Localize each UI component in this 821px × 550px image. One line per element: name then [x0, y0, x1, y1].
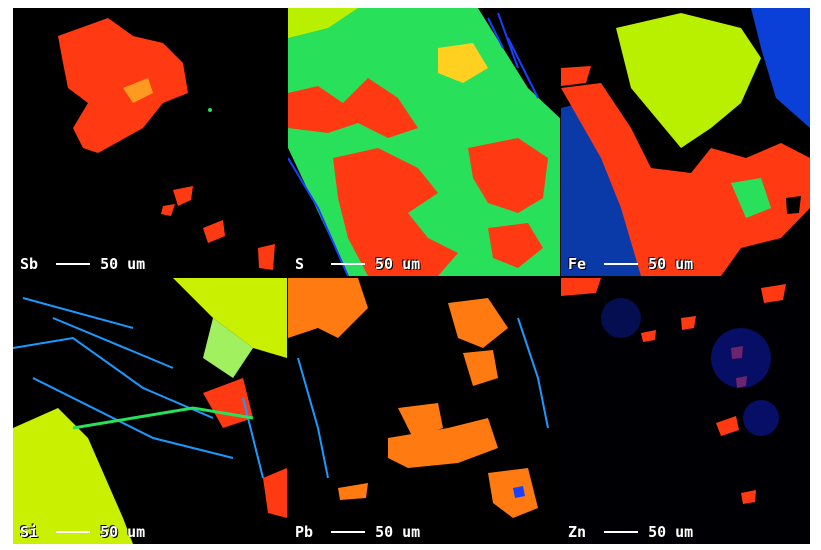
map-panel-zn: Zn 50 um: [561, 278, 810, 544]
scale-caption: Pb 50 um: [295, 523, 420, 541]
sb-distribution-map: [13, 8, 287, 276]
scale-caption: Si 50 um: [20, 523, 145, 541]
scale-label: 50 um: [100, 523, 146, 541]
scale-label: 50 um: [648, 523, 694, 541]
scale-label: 50 um: [375, 523, 421, 541]
s-distribution-map: [288, 8, 560, 276]
pb-distribution-map: [288, 278, 560, 544]
scale-label: 50 um: [648, 255, 694, 273]
scale-bar: [56, 531, 91, 533]
zn-distribution-map: [561, 278, 810, 544]
si-distribution-map: [13, 278, 287, 544]
scale-label: 50 um: [375, 255, 421, 273]
scale-caption: Sb 50 um: [20, 255, 145, 273]
scale-label: 50 um: [100, 255, 146, 273]
scale-caption: Fe 50 um: [568, 255, 693, 273]
fe-distribution-map: [561, 8, 810, 276]
scale-bar: [604, 531, 639, 533]
map-panel-fe: Fe 50 um: [561, 8, 810, 276]
element-label: Pb: [295, 523, 314, 541]
map-panel-s: S 50 um: [288, 8, 560, 276]
scale-bar: [56, 263, 91, 265]
elemental-map-figure: Sb 50 um S 50 um: [13, 8, 810, 544]
map-panel-si: Si 50 um: [13, 278, 287, 544]
scale-bar: [604, 263, 639, 265]
element-label: Sb: [20, 255, 39, 273]
map-panel-sb: Sb 50 um: [13, 8, 287, 276]
scale-caption: S 50 um: [295, 255, 420, 273]
element-label: Zn: [568, 523, 587, 541]
scale-bar: [331, 531, 366, 533]
scale-caption: Zn 50 um: [568, 523, 693, 541]
element-label: Fe: [568, 255, 587, 273]
element-label: Si: [20, 523, 39, 541]
scale-bar: [331, 263, 365, 265]
element-label: S: [295, 255, 305, 273]
map-panel-pb: Pb 50 um: [288, 278, 560, 544]
